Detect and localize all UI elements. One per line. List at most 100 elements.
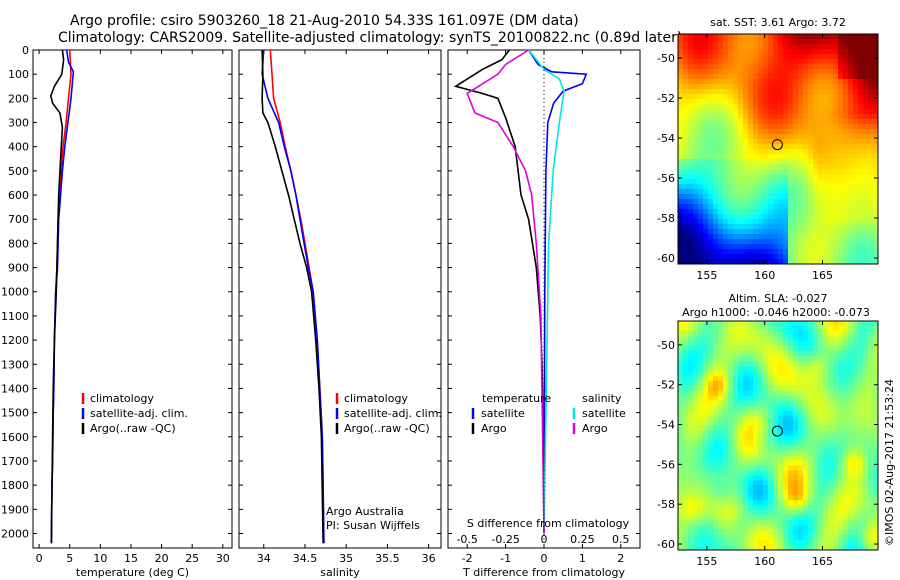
sst-map-cell [828,199,834,205]
sla-map-cell [698,540,704,546]
sla-map-cell [858,525,864,531]
sla-map-cell [718,390,724,397]
sst-map-cell [848,89,854,95]
sst-map-cell [693,189,699,195]
sst-map-cell [753,99,759,105]
sst-map-cell [813,74,819,80]
sla-map-cell [703,330,709,337]
sst-map-cell [753,154,759,160]
sla-map-cell [793,420,799,427]
sst-map-cell [783,194,789,200]
sla-map-cell [708,435,714,442]
sla-map-cell [743,385,749,392]
sla-map-cell [838,430,844,437]
sla-map-cell [768,490,774,496]
sst-map-cell [863,79,869,85]
sla-map-cell [833,360,839,367]
sst-map-y-tick-label: -54 [657,132,675,145]
sla-map-cell [693,475,699,481]
sst-map-cell [698,224,704,230]
sst-map-cell [733,169,739,175]
sla-map-cell [843,365,849,372]
sst-map-cell [713,194,719,200]
sst-map-cell [788,54,794,60]
sla-map-cell [868,525,874,531]
sla-map-cell [848,360,854,367]
sst-map-cell [738,129,744,135]
sst-map-cell [753,224,759,230]
sla-map-cell [838,340,844,347]
sst-map-cell [853,154,859,160]
sla-map-cell [823,490,829,496]
sla-map-cell [803,390,809,397]
sla-map-cell [808,380,814,387]
sst-map-cell [703,204,709,210]
sla-map-cell [793,360,799,367]
sst-map-cell [788,129,794,135]
sst-map-cell [703,189,709,195]
sst-map-cell [863,89,869,95]
sst-map-cell [688,84,694,90]
sst-map-cell [798,54,804,60]
sst-map-cell [798,84,804,90]
sst-map-cell [758,234,764,240]
sst-map-cell [833,239,839,245]
sla-map-cell [748,335,754,342]
sla-map-cell [813,415,819,422]
sst-map-cell [813,179,819,185]
sst-map-cell [843,149,849,155]
sst-map-cell [808,49,814,55]
sst-map-cell [813,209,819,215]
sst-map-cell [693,54,699,60]
sst-map-cell [688,79,694,85]
sla-map-cell [703,355,709,362]
sla-map-cell [828,405,834,412]
sla-map-cell [823,335,829,342]
sla-map-cell [693,545,699,550]
sla-map-cell [693,395,699,402]
sst-map-cell [718,194,724,200]
sst-map-cell [703,154,709,160]
sst-map-cell [823,119,829,125]
sst-map-cell [778,99,784,105]
sla-map-cell [828,475,834,481]
sla-map-cell [758,355,764,362]
sst-map-cell [788,69,794,75]
sla-map-cell [828,375,834,382]
sla-map-cell [788,515,794,521]
sst-map-cell [858,99,864,105]
sla-map-cell [753,510,759,516]
difference-series-salinity-satellite [527,49,565,534]
sla-map-cell [748,405,754,412]
sla-map-cell [778,345,784,352]
sla-map-cell [813,520,819,526]
sst-map-cell [693,109,699,115]
sla-map-cell [688,440,694,447]
sst-map-cell [783,164,789,170]
sst-map-cell [683,244,689,250]
sst-map-cell [823,139,829,145]
sst-map-cell [723,199,729,205]
sla-map-cell [708,355,714,362]
sla-map-cell [803,440,809,447]
sst-map-cell [778,159,784,165]
sst-map-cell [828,204,834,210]
sst-map-cell [818,154,824,160]
sla-map-cell [838,510,844,516]
sla-map-cell [868,495,874,501]
sst-map-cell [708,174,714,180]
sla-map-cell [693,360,699,367]
sla-map-cell [803,330,809,337]
sla-map-cell [798,410,804,417]
sst-map-cell [713,79,719,85]
sst-map-cell [868,109,874,115]
sla-map-cell [788,460,794,466]
sst-map-cell [783,214,789,220]
sst-map-cell [848,144,854,150]
sla-map-cell [763,355,769,362]
sst-map-cell [783,74,789,80]
sst-map-cell [833,249,839,255]
sla-map-cell [758,410,764,417]
sst-map-cell [863,219,869,225]
sla-map-x-tick-label: 155 [696,555,717,568]
